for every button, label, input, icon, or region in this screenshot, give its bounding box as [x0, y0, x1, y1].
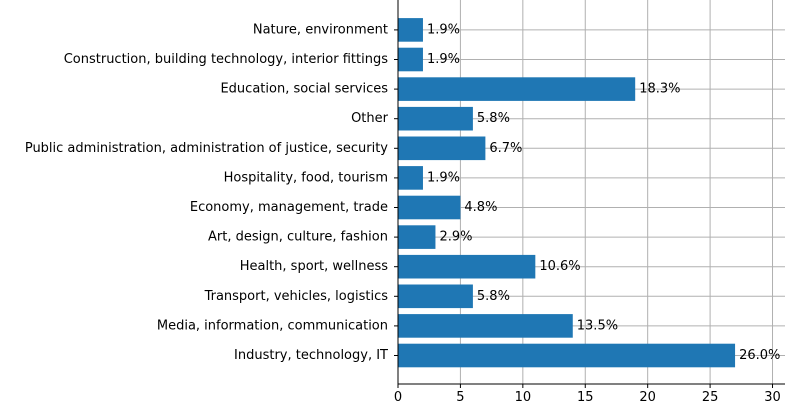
labels: Industry, technology, IT 26.0% Media, info… — [25, 22, 781, 405]
bar — [398, 195, 461, 220]
data-label: 13.5% — [577, 318, 618, 333]
axes — [394, 0, 785, 388]
bar — [398, 47, 423, 72]
bar — [398, 254, 536, 279]
x-tick-label: 5 — [456, 390, 464, 405]
data-label: 18.3% — [639, 82, 680, 97]
x-tick-label: 30 — [764, 390, 781, 405]
category-label: Economy, management, trade — [190, 200, 388, 215]
data-label: 5.8% — [477, 289, 510, 304]
x-tick-label: 15 — [577, 390, 594, 405]
data-label: 5.8% — [477, 111, 510, 126]
category-label: Health, sport, wellness — [240, 259, 389, 274]
x-tick-label: 0 — [394, 390, 402, 405]
category-label: Art, design, culture, fashion — [208, 230, 388, 245]
bar — [398, 343, 736, 368]
bar — [398, 106, 473, 131]
x-tick-label: 10 — [515, 390, 532, 405]
category-label: Public administration, administration of… — [25, 141, 388, 156]
bar — [398, 314, 573, 338]
bar — [398, 284, 473, 309]
x-tick-label: 20 — [639, 390, 656, 405]
category-label: Nature, environment — [253, 22, 388, 37]
category-label: Construction, building technology, inter… — [64, 52, 389, 67]
data-label: 1.9% — [427, 170, 460, 185]
data-label: 26.0% — [739, 348, 780, 363]
data-label: 6.7% — [489, 141, 522, 156]
category-label: Industry, technology, IT — [234, 348, 388, 363]
data-label: 4.8% — [464, 200, 497, 215]
category-label: Hospitality, food, tourism — [224, 170, 388, 185]
data-label: 2.9% — [439, 230, 472, 245]
bar — [398, 136, 486, 161]
bar — [398, 18, 423, 42]
category-label: Education, social services — [220, 82, 388, 97]
category-label: Media, information, communication — [157, 318, 388, 333]
x-tick-label: 25 — [702, 390, 719, 405]
bars — [398, 18, 736, 368]
data-label: 1.9% — [427, 52, 460, 67]
data-label: 10.6% — [539, 259, 580, 274]
bar — [398, 166, 423, 190]
data-label: 1.9% — [427, 22, 460, 37]
category-label: Other — [351, 111, 389, 126]
bar — [398, 225, 436, 249]
category-label: Transport, vehicles, logistics — [204, 289, 389, 304]
bar — [398, 77, 636, 101]
